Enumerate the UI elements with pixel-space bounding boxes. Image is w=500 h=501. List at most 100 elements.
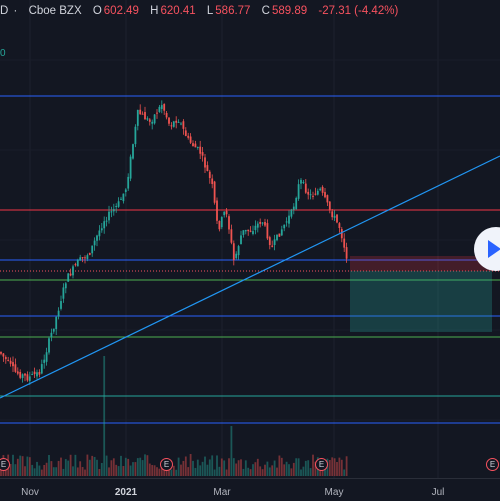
candle-body — [194, 143, 197, 148]
candle-body — [312, 195, 314, 197]
candle-body — [60, 301, 62, 309]
candle-body — [220, 217, 223, 228]
time-axis[interactable]: Nov 2021 Mar May Jul — [0, 478, 500, 501]
candle-body — [79, 257, 82, 261]
volume-bar — [110, 460, 113, 476]
candle-body — [86, 255, 89, 259]
candle-body — [21, 374, 24, 379]
candle-body — [285, 221, 288, 223]
candle-body — [76, 259, 79, 267]
volume-bar — [184, 456, 187, 476]
candle-body — [345, 247, 348, 259]
volume-bar — [177, 457, 180, 476]
position-zones — [350, 256, 492, 332]
candle-body — [110, 211, 113, 213]
volume-bar — [223, 460, 226, 476]
volume-bar — [151, 465, 154, 476]
candle-body — [268, 237, 271, 245]
candle-body — [96, 235, 98, 241]
volume-bar — [189, 454, 192, 476]
volume-bar — [256, 458, 259, 476]
volume-bar — [146, 455, 149, 476]
candle-body — [69, 273, 72, 276]
volume-bar — [139, 457, 142, 476]
candle-body — [117, 201, 120, 207]
x-tick-label: 2021 — [114, 487, 138, 498]
volume-bar — [55, 467, 58, 476]
candle-body — [201, 152, 204, 156]
volume-bar — [235, 463, 238, 476]
candle-body — [141, 113, 144, 115]
volume-bar — [122, 466, 125, 476]
candle-body — [151, 121, 154, 124]
take-profit-zone — [350, 271, 492, 332]
candle-body — [204, 157, 206, 168]
candle-body — [225, 210, 228, 215]
volume-bar — [98, 468, 101, 476]
volume-bar — [280, 457, 283, 476]
candle-body — [43, 359, 46, 363]
volume-bar — [115, 464, 118, 476]
volume-bar — [50, 461, 53, 476]
candle-body — [297, 184, 300, 199]
candle-body — [192, 143, 194, 147]
volume-bar — [290, 468, 293, 476]
volume-bar — [136, 458, 139, 476]
candle-body — [259, 221, 262, 224]
candle-body — [336, 214, 338, 223]
volume-bar — [79, 461, 82, 476]
volume-bar — [194, 467, 197, 476]
volume-bar — [28, 457, 31, 476]
candle-body — [247, 229, 250, 232]
volume-bar — [93, 456, 96, 476]
earnings-event-icon[interactable]: E — [486, 458, 499, 471]
volume-bar — [86, 454, 89, 476]
volume-bar — [170, 469, 173, 476]
candle-body — [256, 223, 259, 228]
volume-bar — [156, 467, 158, 476]
volume-bar — [261, 469, 264, 476]
candle-body — [139, 109, 142, 115]
candle-body — [153, 114, 156, 124]
volume-bar — [117, 466, 120, 476]
volume-bar — [88, 459, 91, 476]
volume-bar — [60, 457, 62, 476]
candle-body — [93, 240, 96, 246]
volume-bar — [172, 465, 175, 476]
candle-body — [33, 371, 36, 375]
volume-bar — [19, 455, 22, 476]
volume-value: 0 — [0, 48, 6, 59]
candle-body — [38, 371, 41, 375]
candle-body — [72, 266, 74, 276]
candle-body — [223, 211, 226, 216]
chart-grid — [29, 0, 439, 478]
volume-bar — [108, 467, 110, 476]
volume-bar — [247, 467, 250, 476]
volume-bar — [254, 462, 257, 476]
volume-bar — [192, 460, 194, 476]
candle-body — [163, 104, 166, 111]
volume-bar — [249, 469, 252, 476]
earnings-event-icon[interactable]: E — [315, 458, 328, 471]
volume-bar — [199, 465, 202, 476]
volume-bar — [211, 455, 214, 476]
volume-bar — [21, 456, 24, 476]
candle-body — [304, 183, 307, 193]
volume-bar — [129, 465, 132, 476]
earnings-event-icon[interactable]: E — [0, 458, 10, 471]
candle-body — [129, 156, 132, 179]
volume-bar — [264, 464, 266, 476]
volume-bar — [218, 466, 221, 476]
candle-body — [211, 178, 214, 185]
candle-body — [120, 198, 122, 200]
volume-bar — [38, 465, 41, 476]
open-label: O — [92, 5, 102, 17]
candle-body — [331, 211, 334, 218]
candle-body — [136, 109, 139, 126]
candle-body — [88, 253, 91, 255]
candle-body — [249, 230, 252, 232]
earnings-event-icon[interactable]: E — [160, 458, 173, 471]
symbol-tail: D — [0, 5, 9, 17]
candle-body — [244, 229, 247, 232]
